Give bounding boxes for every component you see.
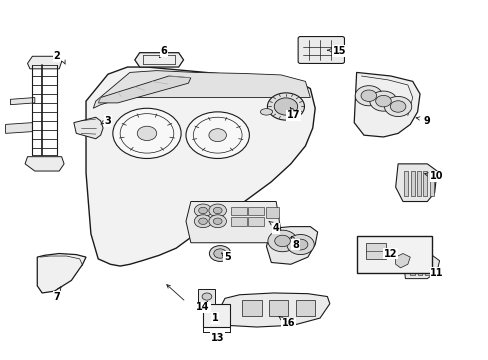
Circle shape bbox=[293, 239, 307, 250]
Bar bbox=[423, 171, 427, 196]
Polygon shape bbox=[10, 98, 35, 105]
Bar bbox=[247, 207, 264, 215]
Bar bbox=[366, 243, 385, 259]
Polygon shape bbox=[395, 253, 409, 268]
Ellipse shape bbox=[260, 109, 272, 115]
Text: 4: 4 bbox=[272, 224, 279, 233]
Circle shape bbox=[369, 91, 396, 111]
Circle shape bbox=[137, 126, 157, 140]
Bar bbox=[429, 171, 433, 196]
Circle shape bbox=[384, 96, 411, 117]
Circle shape bbox=[360, 90, 376, 102]
Polygon shape bbox=[135, 53, 183, 67]
Text: 2: 2 bbox=[53, 51, 60, 61]
Circle shape bbox=[194, 215, 211, 228]
Polygon shape bbox=[402, 255, 439, 279]
Text: 10: 10 bbox=[429, 171, 443, 181]
Circle shape bbox=[274, 235, 290, 247]
Circle shape bbox=[208, 215, 226, 228]
Circle shape bbox=[389, 101, 405, 112]
Bar bbox=[230, 217, 247, 226]
Circle shape bbox=[209, 246, 230, 261]
Circle shape bbox=[213, 249, 226, 258]
Polygon shape bbox=[74, 117, 103, 139]
Bar bbox=[416, 171, 420, 196]
Text: 16: 16 bbox=[281, 319, 295, 328]
Text: 12: 12 bbox=[383, 248, 397, 258]
Bar bbox=[266, 207, 278, 218]
Circle shape bbox=[267, 230, 297, 252]
FancyBboxPatch shape bbox=[298, 37, 344, 63]
Circle shape bbox=[198, 218, 207, 225]
Circle shape bbox=[208, 129, 226, 141]
Circle shape bbox=[202, 293, 211, 300]
Polygon shape bbox=[37, 253, 86, 293]
Circle shape bbox=[375, 95, 390, 107]
Text: 11: 11 bbox=[429, 268, 443, 278]
Text: 5: 5 bbox=[224, 252, 230, 262]
Text: 6: 6 bbox=[161, 46, 167, 56]
Circle shape bbox=[267, 93, 304, 120]
Bar bbox=[230, 207, 247, 215]
Text: 1: 1 bbox=[211, 313, 218, 323]
Polygon shape bbox=[217, 293, 329, 327]
Circle shape bbox=[213, 207, 222, 214]
Text: 7: 7 bbox=[53, 292, 60, 302]
Polygon shape bbox=[185, 202, 281, 243]
Text: 14: 14 bbox=[196, 302, 209, 312]
Bar bbox=[404, 171, 407, 196]
Text: 9: 9 bbox=[423, 116, 430, 126]
Circle shape bbox=[213, 218, 222, 225]
Bar bbox=[356, 235, 431, 273]
Polygon shape bbox=[25, 157, 64, 171]
Polygon shape bbox=[353, 72, 419, 137]
Polygon shape bbox=[395, 164, 436, 202]
Circle shape bbox=[354, 86, 382, 106]
Text: 15: 15 bbox=[332, 46, 346, 56]
Circle shape bbox=[286, 234, 314, 255]
Polygon shape bbox=[86, 67, 315, 266]
Text: 8: 8 bbox=[292, 239, 299, 249]
Bar bbox=[268, 300, 288, 316]
Circle shape bbox=[194, 204, 211, 217]
Circle shape bbox=[198, 207, 207, 214]
Polygon shape bbox=[98, 76, 190, 103]
Polygon shape bbox=[5, 123, 32, 134]
Bar bbox=[409, 261, 414, 275]
Circle shape bbox=[274, 98, 297, 115]
Bar bbox=[203, 304, 229, 327]
Bar bbox=[242, 300, 261, 316]
Bar bbox=[417, 261, 422, 275]
Bar bbox=[295, 300, 315, 316]
Circle shape bbox=[185, 112, 249, 158]
Text: 17: 17 bbox=[286, 111, 300, 121]
Text: 13: 13 bbox=[210, 333, 224, 343]
Bar bbox=[198, 289, 215, 304]
Polygon shape bbox=[266, 226, 317, 264]
Bar bbox=[424, 261, 429, 275]
Bar bbox=[410, 171, 414, 196]
Circle shape bbox=[113, 108, 181, 158]
Bar bbox=[247, 217, 264, 226]
Polygon shape bbox=[93, 71, 310, 108]
Circle shape bbox=[208, 204, 226, 217]
Text: 3: 3 bbox=[104, 116, 111, 126]
Polygon shape bbox=[27, 56, 61, 69]
